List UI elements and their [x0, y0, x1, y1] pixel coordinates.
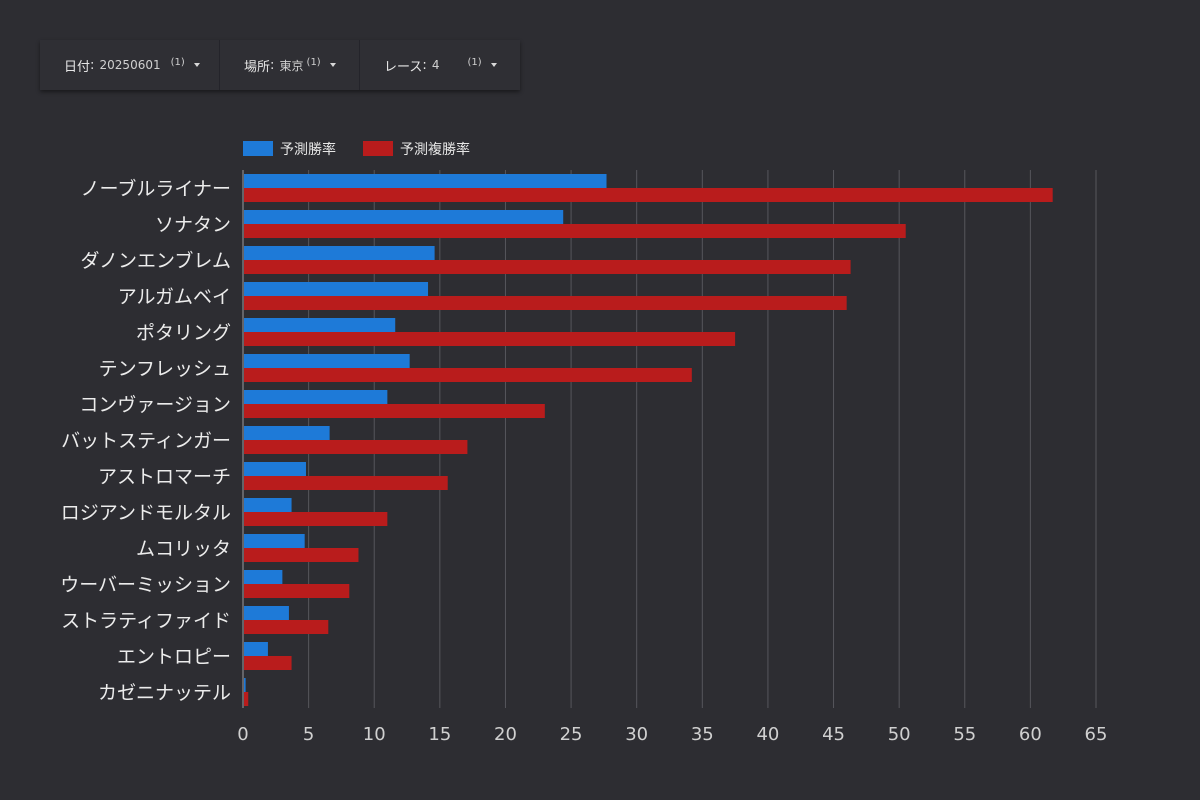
place-rate-bar[interactable] — [244, 692, 249, 706]
category-label: エントロピー — [117, 646, 231, 668]
date-dropdown-caret-icon[interactable] — [193, 63, 200, 67]
place-filter[interactable]: 場所: 東京 (1) — [220, 40, 360, 90]
x-tick-label: 60 — [1019, 724, 1042, 745]
bars — [244, 174, 1053, 706]
category-label: ムコリッタ — [136, 538, 231, 560]
legend-swatch — [243, 141, 273, 156]
x-tick-label: 55 — [953, 724, 976, 745]
win-rate-bar[interactable] — [244, 606, 289, 620]
legend: 予測勝率 予測複勝率 — [243, 141, 470, 158]
date-filter-colon: : — [90, 57, 99, 73]
win-rate-bar[interactable] — [244, 174, 607, 188]
win-rate-bar[interactable] — [244, 354, 410, 368]
win-rate-bar[interactable] — [244, 642, 268, 656]
place-filter-label: 場所 — [244, 59, 271, 75]
place-rate-bar[interactable] — [244, 476, 448, 490]
date-filter-label: 日付 — [64, 59, 91, 75]
category-label: バットスティンガー — [61, 430, 231, 452]
place-filter-colon: : — [270, 57, 279, 73]
place-rate-bar[interactable] — [244, 188, 1053, 202]
category-label: アストロマーチ — [98, 466, 231, 488]
filter-bar: 日付: 20250601 (1) 場所: 東京 (1) レース: 4 (1) — [40, 40, 520, 90]
win-rate-bar[interactable] — [244, 390, 388, 404]
place-rate-bar[interactable] — [244, 224, 906, 238]
win-rate-bar[interactable] — [244, 498, 292, 512]
x-tick-label: 15 — [428, 724, 451, 745]
x-tick-label: 0 — [237, 724, 248, 745]
x-tick-label: 40 — [756, 724, 779, 745]
category-label: ダノンエンブレム — [81, 249, 231, 272]
race-filter-label: レース — [384, 59, 423, 75]
win-rate-bar[interactable] — [244, 282, 429, 296]
place-rate-bar[interactable] — [244, 368, 692, 382]
win-rate-bar[interactable] — [244, 678, 246, 692]
date-filter-count: (1) — [170, 56, 185, 68]
race-filter-value: 4 — [431, 58, 440, 72]
place-rate-bar[interactable] — [244, 440, 468, 454]
category-label: アルガムベイ — [118, 286, 231, 308]
date-filter-value: 20250601 — [99, 58, 161, 72]
category-label: ノーブルライナー — [81, 177, 231, 200]
x-tick-label: 5 — [303, 724, 314, 745]
place-filter-count: (1) — [306, 56, 321, 68]
category-label: ウーバーミッション — [60, 574, 231, 596]
x-tick-label: 35 — [691, 724, 714, 745]
date-filter[interactable]: 日付: 20250601 (1) — [40, 40, 220, 90]
race-dropdown-caret-icon[interactable] — [490, 63, 497, 67]
x-tick-label: 20 — [494, 724, 517, 745]
x-tick-label: 10 — [363, 724, 386, 745]
category-label: コンヴァージョン — [79, 394, 231, 416]
place-rate-bar[interactable] — [244, 404, 545, 418]
place-rate-bar[interactable] — [244, 260, 851, 274]
place-rate-bar[interactable] — [244, 296, 847, 310]
place-rate-bar[interactable] — [244, 656, 292, 670]
win-rate-bar[interactable] — [244, 462, 306, 476]
place-rate-bar[interactable] — [244, 548, 359, 562]
legend-swatch — [363, 141, 393, 156]
win-rate-bar[interactable] — [244, 318, 396, 332]
x-tick-label: 50 — [888, 724, 911, 745]
category-label: テンフレッシュ — [99, 358, 231, 380]
x-tick-label: 25 — [560, 724, 583, 745]
category-label: ストラティファイド — [61, 610, 231, 632]
place-filter-value: 東京 — [279, 58, 304, 73]
place-rate-bar[interactable] — [244, 584, 350, 598]
category-label: カゼニナッテル — [98, 682, 231, 704]
win-rate-bar[interactable] — [244, 246, 435, 260]
legend-label: 予測勝率 — [280, 141, 336, 158]
place-rate-bar[interactable] — [244, 620, 329, 634]
win-rate-bar[interactable] — [244, 210, 564, 224]
race-filter-colon: : — [422, 57, 431, 73]
place-rate-bar[interactable] — [244, 512, 388, 526]
win-rate-bar[interactable] — [244, 570, 283, 584]
category-label: ソナタン — [155, 214, 231, 236]
win-rate-bar[interactable] — [244, 426, 330, 440]
race-filter[interactable]: レース: 4 (1) — [360, 40, 520, 90]
race-filter-count: (1) — [467, 56, 482, 68]
win-rate-bar[interactable] — [244, 534, 305, 548]
x-tick-label: 30 — [625, 724, 648, 745]
axes: 0 5 10 15 20 25 30 35 40 45 50 55 60 65 ノーブルライナーソナタンダノ… — [60, 170, 1107, 745]
legend-label: 予測複勝率 — [400, 141, 470, 158]
x-tick-label: 65 — [1085, 724, 1108, 745]
x-tick-label: 45 — [822, 724, 845, 745]
place-rate-bar[interactable] — [244, 332, 736, 346]
place-dropdown-caret-icon[interactable] — [329, 63, 336, 67]
category-label: ロジアンドモルタル — [61, 502, 231, 524]
category-label: ポタリング — [136, 322, 231, 344]
